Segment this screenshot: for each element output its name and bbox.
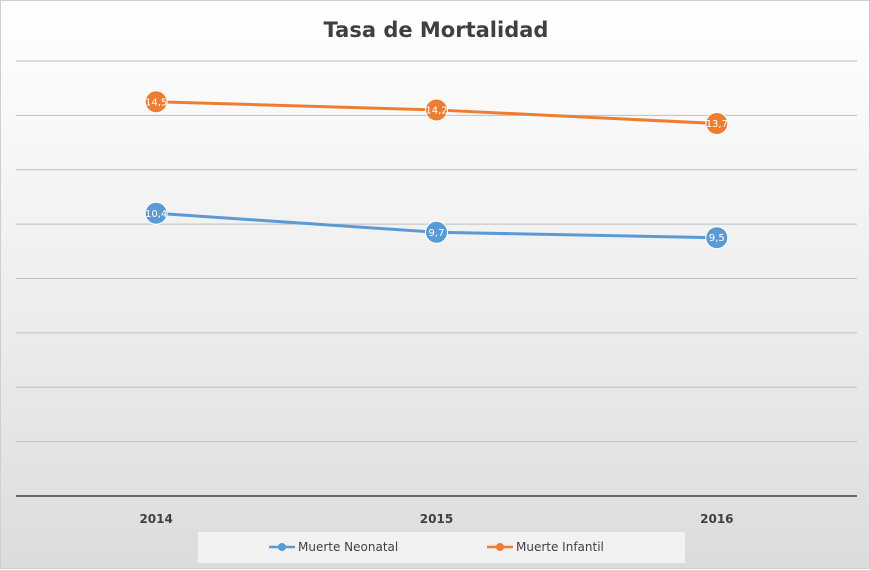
data-label: 9,5 (709, 233, 725, 244)
x-tick-label: 2015 (420, 512, 453, 526)
series-muerte-infantil: 14,5 14,2 13,7 (145, 91, 728, 135)
x-tick-label: 2016 (700, 512, 733, 526)
data-label: 14,5 (145, 97, 167, 108)
chart-area: Tasa de Mortalidad 2014 2015 2016 10,4 9,7 9… (0, 0, 870, 569)
chart-title: Tasa de Mortalidad (324, 18, 549, 42)
legend-label: Muerte Neonatal (298, 540, 398, 554)
legend-swatch-marker (278, 543, 286, 551)
data-label: 13,7 (706, 119, 728, 130)
data-label: 14,2 (425, 105, 447, 116)
series-muerte-neonatal: 10,4 9,7 9,5 (145, 202, 728, 248)
line-chart: Tasa de Mortalidad 2014 2015 2016 10,4 9,7 9… (1, 1, 870, 570)
data-label: 10,4 (145, 209, 167, 220)
data-label: 9,7 (429, 228, 445, 239)
x-tick-label: 2014 (139, 512, 172, 526)
x-axis: 2014 2015 2016 (16, 496, 857, 526)
legend: Muerte Neonatal Muerte Infantil (198, 532, 685, 563)
legend-swatch-marker (496, 543, 504, 551)
legend-label: Muerte Infantil (516, 540, 604, 554)
